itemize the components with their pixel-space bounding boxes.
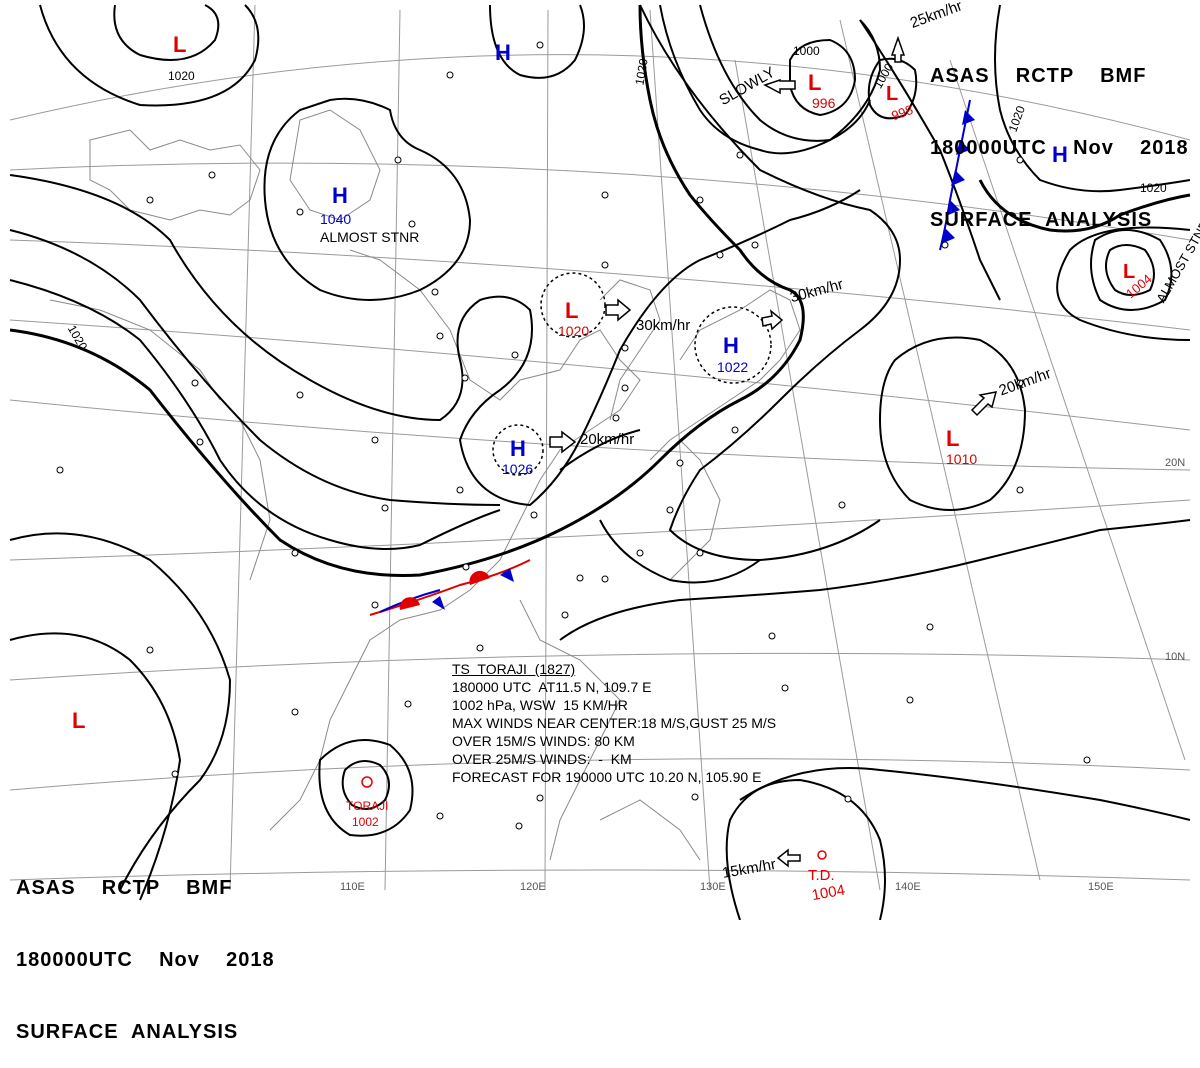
motion-arrows [549, 35, 998, 868]
typhoon-symbol [361, 776, 373, 788]
storm-max-winds: MAX WINDS NEAR CENTER:18 M/S,GUST 25 M/S [452, 715, 777, 731]
high-center-symbol: H [332, 183, 348, 208]
graticule-labels: 110E 120E 130E 140E 150E 20N 10N [340, 457, 1185, 893]
low-center-symbol: L [886, 83, 898, 105]
coastlines [49, 109, 801, 861]
high-center-value: 1026 [502, 461, 533, 477]
storm-position: 180000 UTC AT11.5 N, 109.7 E [452, 679, 652, 695]
dashed-centers [492, 272, 772, 476]
weather-chart: 1020 1020 1020 1020 1020 1000 1000 110E … [9, 0, 1200, 920]
typhoon-name: TORAJI [346, 799, 388, 813]
motion-label-h1026: 20km/hr [580, 431, 634, 448]
header-bottom-line2: 180000UTC Nov 2018 [16, 949, 275, 971]
low-center-symbol: L [72, 708, 85, 733]
lon-label-140e: 140E [895, 881, 921, 893]
storm-info: TS TORAJI (1827) 180000 UTC AT11.5 N, 10… [452, 660, 776, 786]
lon-label-120e: 120E [520, 881, 546, 893]
header-top-line3: SURFACE ANALYSIS [930, 209, 1153, 231]
lat-label-10n: 10N [1165, 651, 1185, 663]
motion-label-l1010: 20km/hr [997, 365, 1054, 400]
low-center-symbol: L [808, 70, 821, 95]
storm-r25: OVER 25M/S WINDS: - KM [452, 751, 632, 767]
isobars [9, 4, 1191, 920]
station-markers [56, 41, 1091, 830]
low-center-symbol: L [1123, 261, 1135, 283]
high-center-symbol: H [723, 333, 739, 358]
td-value: 1004 [810, 882, 846, 905]
isobar-label: 1020 [168, 69, 195, 83]
motion-label-h1022: 30km/hr [788, 276, 845, 306]
header-top: ASAS RCTP BMF 180000UTC Nov 2018 SURFACE… [930, 16, 1189, 256]
motion-label-l1020: 30km/hr [636, 317, 690, 334]
storm-r15: OVER 15M/S WINDS: 80 KM [452, 733, 635, 749]
typhoon-value: 1002 [352, 815, 379, 829]
storm-pressure-motion: 1002 hPa, WSW 15 KM/HR [452, 697, 628, 713]
high-center-symbol: H [495, 40, 511, 65]
lon-label-150e: 150E [1088, 881, 1114, 893]
header-bottom: ASAS RCTP BMF 180000UTC Nov 2018 SURFACE… [16, 828, 275, 1068]
cold-front [939, 99, 975, 251]
storm-forecast: FORECAST FOR 190000 UTC 10.20 N, 105.90 … [452, 769, 762, 785]
low-center-symbol: L [565, 298, 578, 323]
high-center-symbol: H [510, 436, 526, 461]
header-top-line2: 180000UTC Nov 2018 [930, 137, 1189, 159]
header-top-line1: ASAS RCTP BMF [930, 65, 1147, 87]
stationary-note: ALMOST STNR [320, 229, 419, 245]
lon-label-130e: 130E [700, 881, 726, 893]
header-bottom-line3: SURFACE ANALYSIS [16, 1021, 239, 1043]
lat-label-20n: 20N [1165, 457, 1185, 469]
low-center-value: 996 [812, 95, 836, 111]
high-center-value: 1022 [717, 359, 748, 375]
td-symbol [817, 850, 827, 860]
isobar-label: 1020 [1140, 181, 1167, 195]
lon-label-110e: 110E [340, 881, 365, 893]
low-center-value: 1020 [558, 323, 589, 339]
td-label: T.D. [808, 867, 835, 884]
header-bottom-line1: ASAS RCTP BMF [16, 877, 233, 899]
low-center-symbol: L [173, 32, 186, 57]
high-center-symbol: H [1052, 142, 1068, 167]
low-center-value: 998 [889, 102, 915, 124]
isobar-label: 1000 [793, 44, 820, 58]
stationary-front [369, 559, 531, 616]
storm-title: TS TORAJI (1827) [452, 661, 576, 677]
low-center-value: 1010 [946, 451, 977, 467]
low-center-symbol: L [946, 426, 959, 451]
isobar-label: 1020 [65, 323, 91, 353]
motion-label-td: 15km/hr [721, 856, 777, 882]
isobar-label: 1020 [632, 57, 650, 86]
high-center-value: 1040 [320, 211, 351, 227]
